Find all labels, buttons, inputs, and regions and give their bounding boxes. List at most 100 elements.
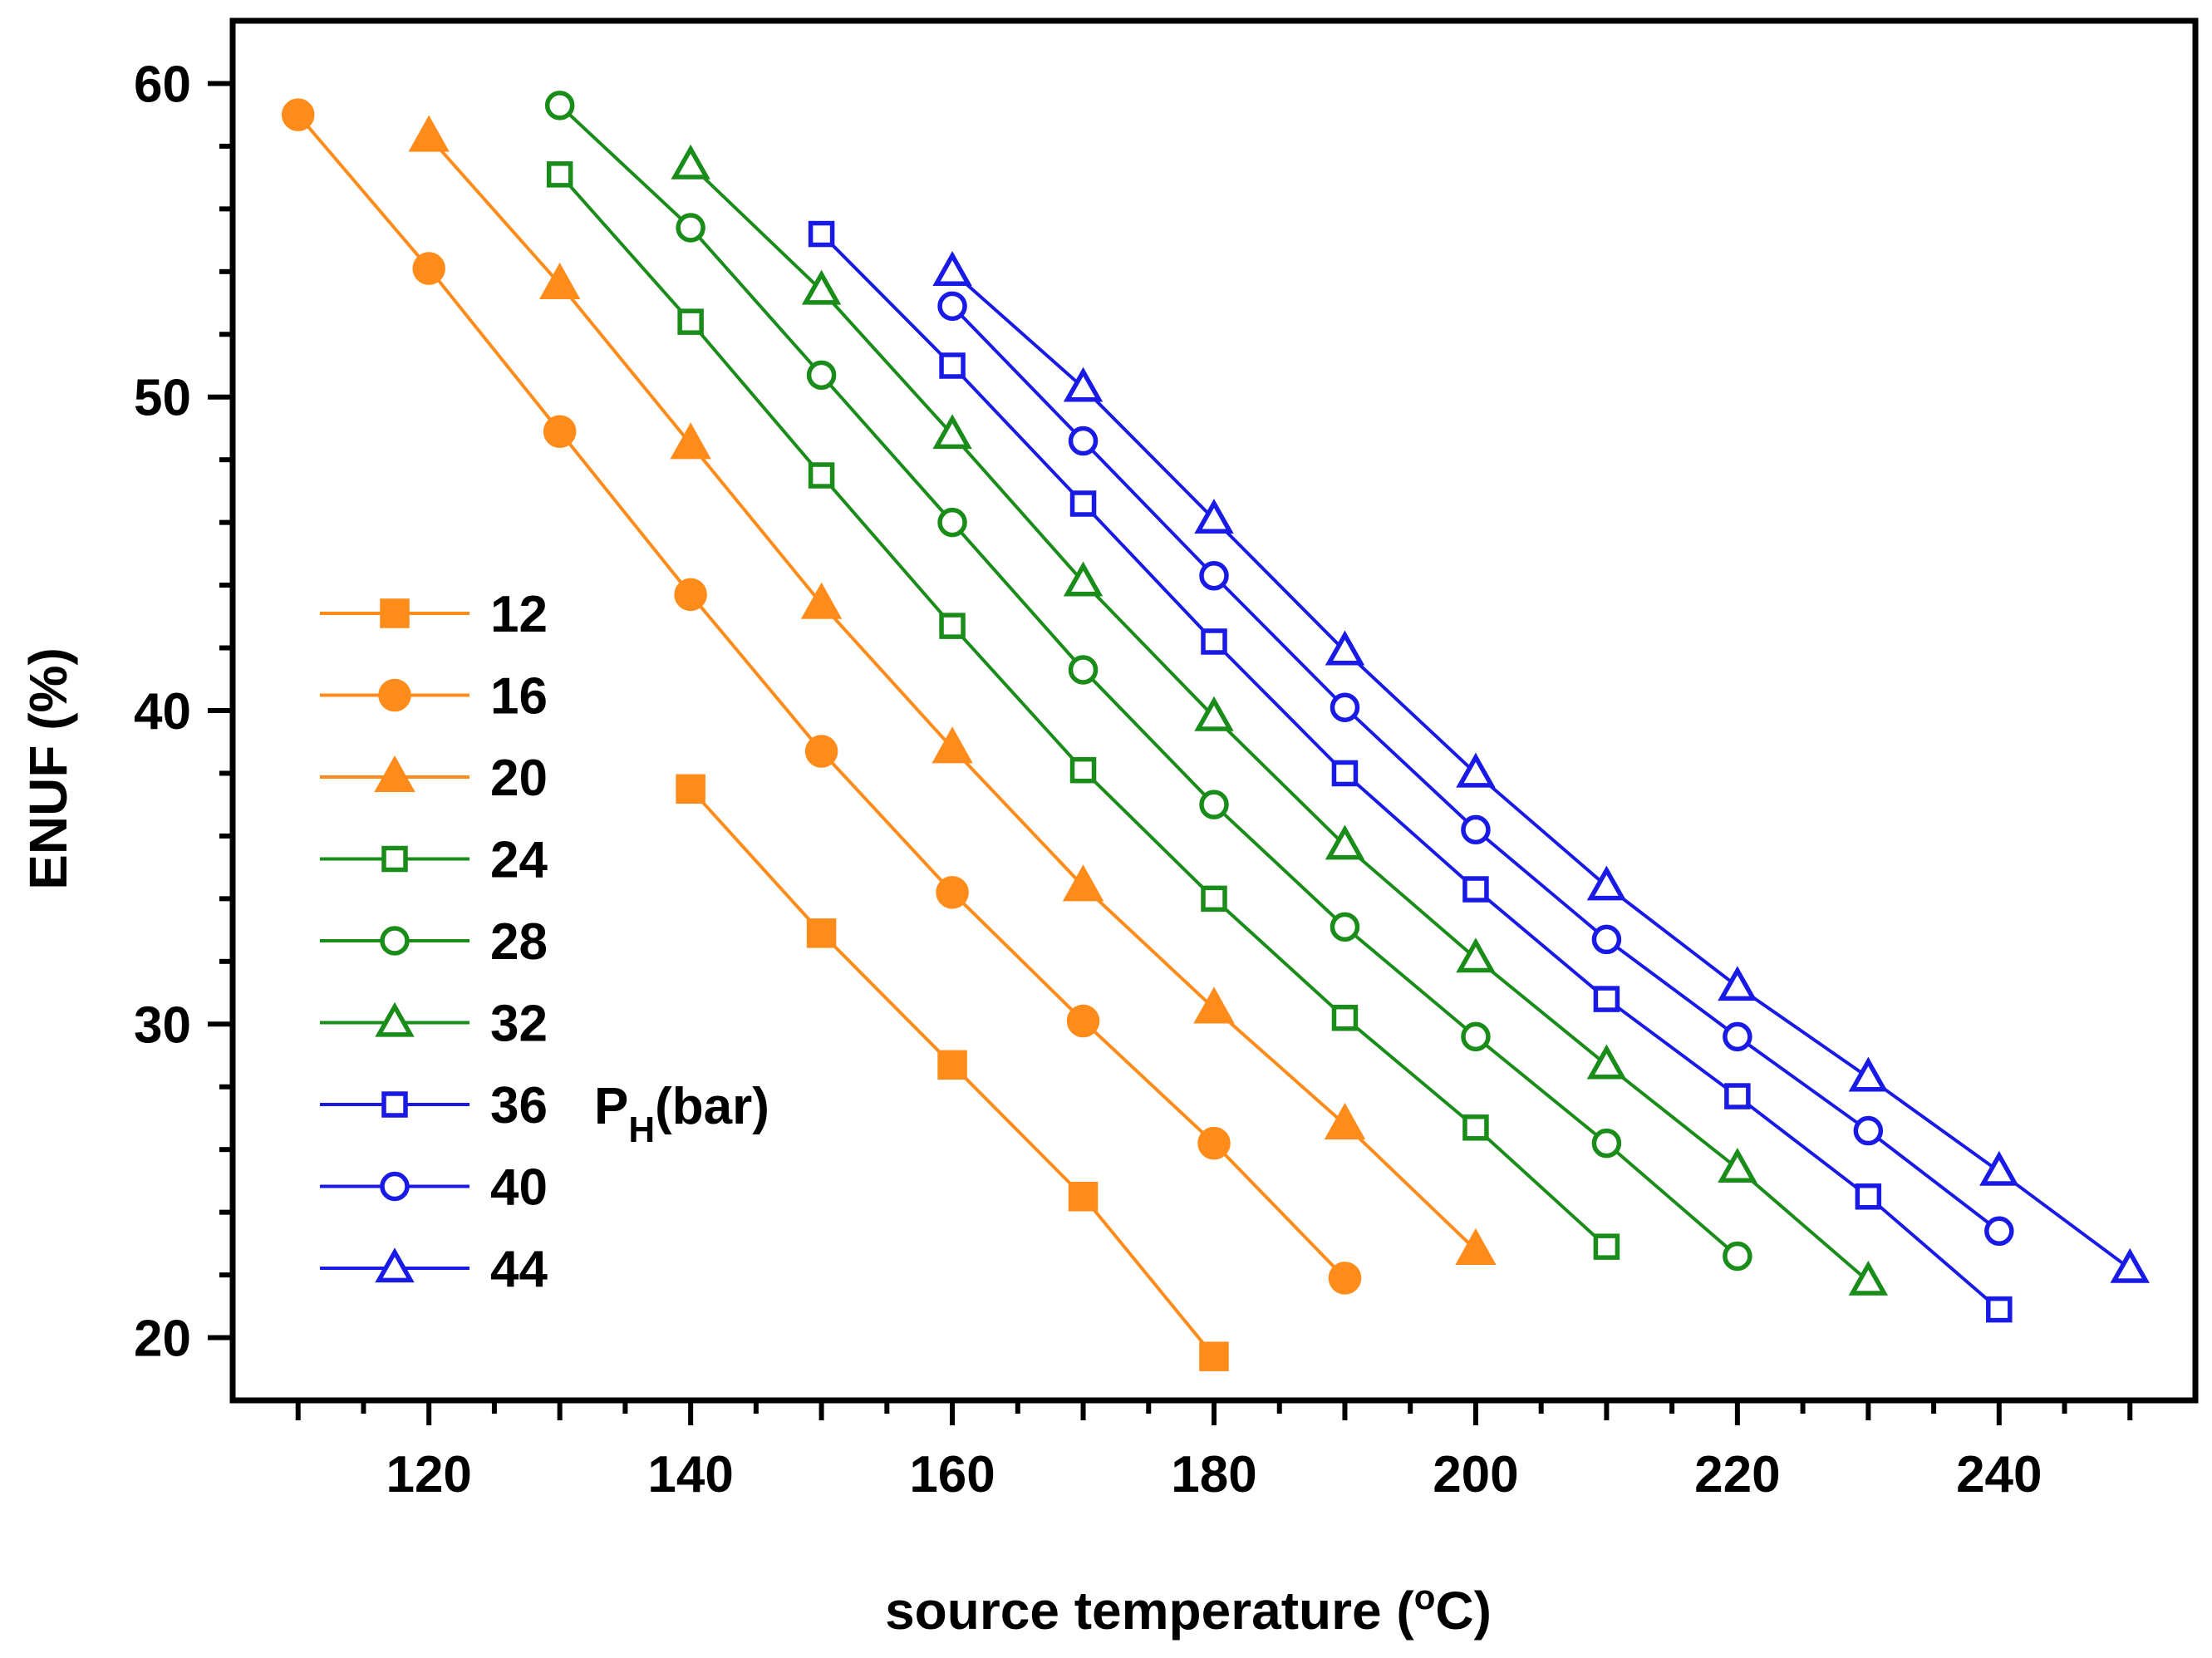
data-point-32-150 [801, 269, 842, 305]
data-point-24-140 [677, 308, 704, 335]
data-point-44-220 [1718, 966, 1757, 1001]
legend-item-40: 40 [320, 1159, 548, 1217]
y-tick-label-20: 20 [134, 1311, 191, 1368]
legend-title-subscript: H [628, 1109, 655, 1150]
data-point-20-130 [538, 262, 581, 299]
data-point-44-200 [1456, 752, 1496, 788]
x-tick-label-140: 140 [647, 1446, 733, 1503]
data-point-44-190 [1325, 630, 1365, 666]
legend-marker-12 [380, 598, 410, 628]
data-point-44-180 [1194, 499, 1234, 534]
legend-label-28: 28 [490, 913, 548, 971]
x-tick-label-240: 240 [1956, 1446, 2042, 1503]
data-point-16-140 [674, 578, 707, 612]
data-point-36-150 [808, 220, 835, 248]
data-point-16-160 [936, 876, 969, 909]
data-point-28-140 [676, 213, 705, 243]
data-point-20-180 [1193, 986, 1235, 1024]
data-point-36-230 [1855, 1183, 1882, 1210]
legend-title: PH(bar) [594, 1078, 769, 1150]
data-point-40-230 [1853, 1115, 1884, 1146]
legend-marker-40 [380, 1171, 410, 1202]
legend-marker-20 [374, 755, 415, 793]
data-point-32-230 [1848, 1260, 1889, 1296]
y-tick-label-50: 50 [134, 370, 191, 427]
data-point-24-150 [808, 462, 835, 489]
data-point-32-190 [1325, 824, 1365, 860]
data-point-28-170 [1068, 655, 1099, 685]
data-point-40-190 [1330, 692, 1360, 722]
legend-marker-24 [381, 845, 408, 873]
data-point-12-180 [1199, 1341, 1229, 1371]
legend-marker-16 [378, 678, 411, 712]
data-point-12-150 [806, 918, 837, 948]
series-layer [281, 91, 2150, 1371]
data-point-36-210 [1593, 986, 1620, 1012]
y-axis-title: ENUF (%) [18, 647, 78, 890]
data-point-36-170 [1069, 490, 1097, 517]
y-tick-label-60: 60 [134, 56, 191, 113]
x-tick-label-180: 180 [1171, 1446, 1256, 1503]
x-axis-title-text: source temperature ( [885, 1581, 1414, 1641]
data-point-24-190 [1331, 1004, 1359, 1031]
legend-label-40: 40 [490, 1159, 548, 1217]
data-point-32-170 [1063, 561, 1104, 597]
data-point-32-210 [1586, 1044, 1627, 1080]
series-line-36 [820, 233, 2001, 1311]
data-point-40-240 [1984, 1216, 2014, 1247]
data-point-16-150 [804, 735, 838, 768]
data-point-36-160 [939, 352, 966, 379]
data-point-44-240 [1979, 1150, 2019, 1186]
data-point-16-170 [1066, 1004, 1100, 1038]
data-point-12-170 [1068, 1182, 1099, 1212]
x-tick-label-160: 160 [909, 1446, 995, 1503]
legend-marker-32 [375, 1001, 415, 1037]
data-point-44-170 [1063, 367, 1104, 402]
data-point-28-130 [544, 91, 575, 121]
data-point-40-210 [1591, 924, 1622, 955]
legend-title-p: P [594, 1078, 628, 1135]
legend-label-16: 16 [490, 668, 548, 726]
data-point-44-230 [1848, 1056, 1889, 1092]
data-point-28-160 [937, 507, 967, 538]
legend-item-12: 12 [320, 586, 548, 643]
legend-item-20: 20 [320, 750, 548, 807]
legend-marker-44 [375, 1247, 415, 1283]
series-36 [808, 220, 2013, 1323]
data-point-44-210 [1586, 865, 1627, 901]
data-point-32-140 [671, 144, 710, 180]
legend-item-24: 24 [320, 832, 548, 889]
data-point-24-200 [1462, 1114, 1489, 1141]
legend: 12 16 20 24 28 32 36 40 44 [320, 586, 548, 1298]
series-12 [676, 774, 1229, 1371]
data-point-44-160 [932, 251, 972, 286]
data-point-32-200 [1456, 937, 1496, 973]
legend-item-16: 16 [320, 668, 548, 726]
data-point-20-140 [670, 422, 711, 460]
legend-label-32: 32 [490, 996, 548, 1053]
data-point-20-190 [1324, 1102, 1366, 1140]
data-point-28-210 [1591, 1128, 1622, 1159]
series-32 [671, 144, 1889, 1296]
data-point-36-180 [1201, 628, 1227, 655]
series-line-28 [558, 104, 1739, 1257]
data-point-20-170 [1062, 864, 1104, 902]
data-point-32-180 [1194, 696, 1234, 731]
data-point-36-240 [1986, 1296, 2013, 1323]
axes-layer: 120 140 160 180 200 220 240 20 30 40 50 60 [134, 17, 2199, 1503]
data-point-24-180 [1201, 885, 1227, 913]
data-point-16-120 [412, 252, 445, 285]
legend-item-32: 32 [320, 996, 548, 1053]
data-point-12-160 [937, 1050, 967, 1080]
series-24 [546, 161, 1620, 1260]
data-point-20-150 [800, 582, 843, 619]
data-point-16-130 [543, 415, 577, 448]
data-point-12-140 [676, 774, 705, 804]
data-point-28-190 [1330, 912, 1360, 942]
data-point-40-160 [937, 291, 967, 322]
legend-label-20: 20 [490, 750, 548, 807]
data-point-32-220 [1718, 1148, 1757, 1183]
data-point-24-130 [546, 161, 573, 188]
data-point-16-190 [1328, 1262, 1362, 1295]
